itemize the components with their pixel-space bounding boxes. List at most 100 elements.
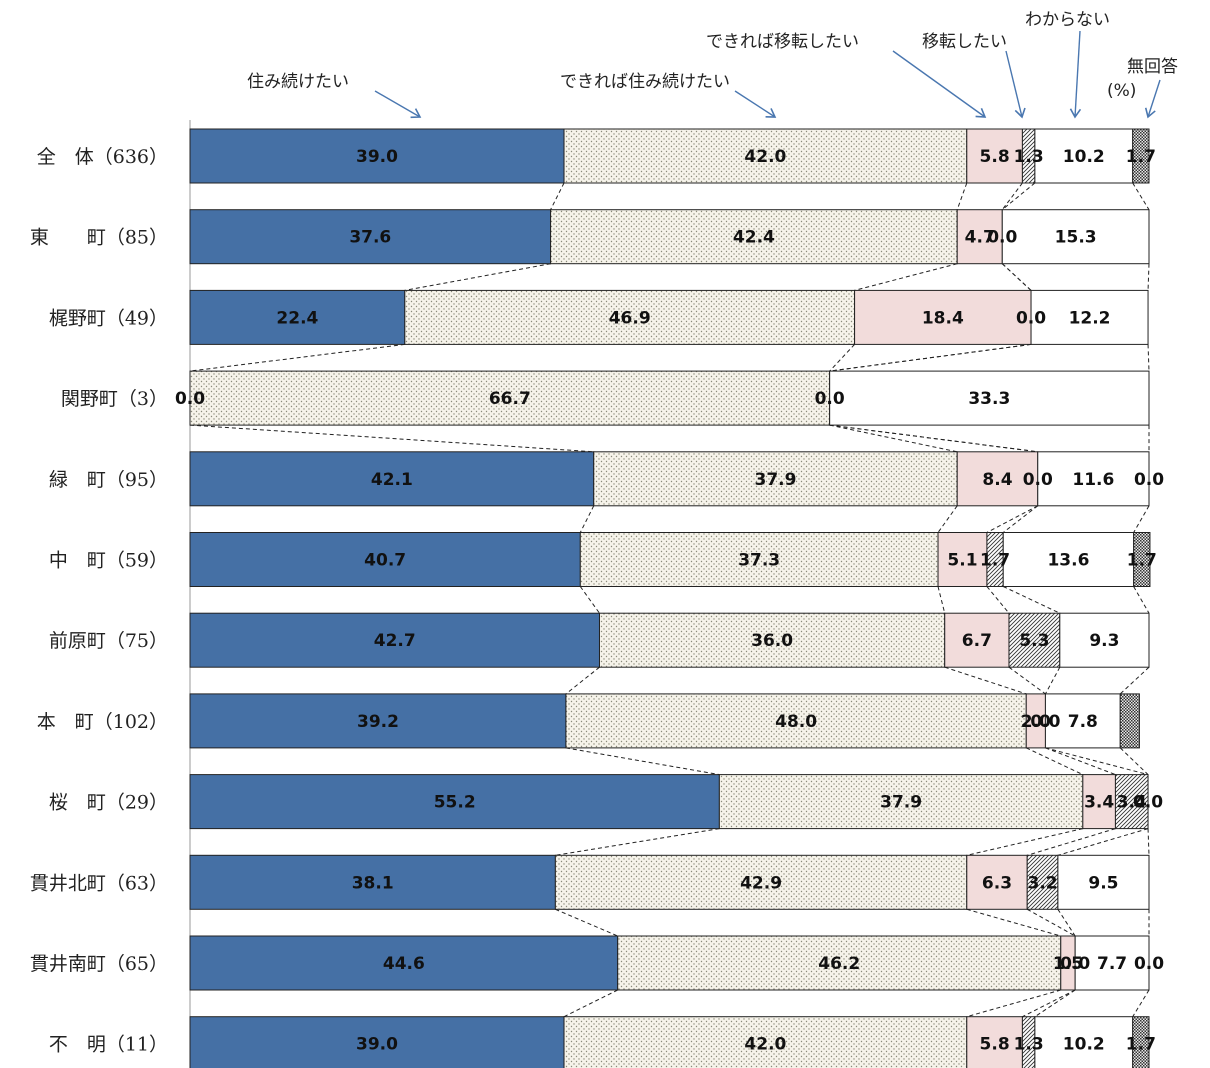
connector-line	[1147, 828, 1150, 856]
data-label-r1-s3: 0.0	[987, 228, 1017, 248]
data-label-r3-s1: 66.7	[489, 389, 531, 409]
bar-segment-r1-s1	[550, 209, 958, 265]
bar-segment-r4-s0	[189, 451, 595, 507]
data-label-r5-s0: 40.7	[364, 551, 406, 571]
bar-segment-r8-s1	[718, 774, 1084, 830]
legend-label-5: 無回答	[1127, 57, 1178, 77]
connector-line	[956, 182, 968, 210]
bar-segment-r0-s5	[1132, 128, 1150, 184]
connector-line	[1132, 989, 1150, 1017]
data-label-r9-s1: 42.9	[740, 873, 782, 893]
bar-segment-r8-s2	[1082, 774, 1116, 830]
bar-segment-r3-s4	[829, 370, 1150, 426]
data-label-r7-s4: 7.8	[1068, 712, 1098, 732]
bar-segment-r2-s1	[404, 289, 856, 345]
connector-line	[1133, 586, 1150, 614]
bar-segment-r7-s4	[1044, 693, 1121, 749]
connector-line	[563, 989, 618, 1018]
data-label-r2-s3: 0.0	[1016, 308, 1046, 328]
bar-segment-r11-s2	[966, 1016, 1023, 1068]
data-label-r11-s3: 1.3	[1014, 1035, 1044, 1055]
connector-line	[555, 828, 720, 856]
category-label: 全 体（636）	[37, 146, 168, 168]
data-label-r0-s5: 1.7	[1126, 147, 1156, 167]
data-label-r2-s2: 18.4	[922, 308, 964, 328]
data-label-r11-s0: 39.0	[356, 1035, 398, 1055]
data-label-r0-s2: 5.8	[980, 147, 1010, 167]
bar-segment-r7-s0	[189, 693, 567, 749]
data-label-r9-s2: 6.3	[982, 873, 1012, 893]
data-labels: 39.0 42.0 5.8 1.3 10.2 1.737.6 42.4 4.70.0 15.32…	[175, 147, 1164, 1055]
connector-line	[1026, 908, 1076, 937]
bar-segment-r8-s0	[189, 774, 720, 830]
category-label: 桜 町（29）	[49, 792, 168, 814]
data-label-r0-s3: 1.3	[1014, 147, 1044, 167]
data-label-r6-s3: 5.3	[1019, 631, 1049, 651]
category-label: 前原町（75）	[49, 630, 168, 652]
bar-segment-r9-s1	[554, 854, 968, 910]
data-label-r6-s2: 6.7	[962, 631, 992, 651]
connector-line	[565, 747, 720, 776]
data-label-r6-s0: 42.7	[374, 631, 416, 651]
connector-line	[829, 424, 1038, 453]
data-label-r10-s2: 1.5	[1053, 954, 1083, 974]
data-label-r8-s3: 3.4	[1117, 793, 1147, 813]
connector-line	[579, 586, 600, 614]
legend-label-2: できれば移転したい	[706, 32, 859, 52]
data-label-r9-s4: 9.5	[1088, 873, 1118, 893]
bar-segment-r7-s1	[565, 693, 1027, 749]
bar-segment-r9-s0	[189, 854, 556, 910]
bar-segment-r9-s3	[1026, 854, 1059, 910]
connector-line	[1132, 182, 1150, 210]
data-label-r5-s5: 1.7	[1127, 551, 1157, 571]
connector-line	[189, 343, 405, 372]
bar-segment-r1-s2	[956, 209, 1003, 265]
bar-segment-r11-s5	[1132, 1016, 1150, 1068]
category-label: 関野町（3）	[61, 388, 168, 410]
connector-line	[189, 424, 594, 453]
connector-line	[1027, 828, 1116, 856]
connector-line	[1133, 505, 1150, 533]
connector-line	[986, 586, 1010, 614]
data-label-r5-s2: 5.1	[947, 551, 977, 571]
data-label-r7-s3: 0.0	[1030, 712, 1060, 732]
connector-line	[1147, 344, 1150, 372]
connector-line	[565, 666, 600, 695]
data-label-r3-s2: 0.0	[815, 389, 845, 409]
bar-segment-r8-s3	[1114, 774, 1149, 830]
data-label-r2-s4: 12.2	[1069, 308, 1111, 328]
data-label-r8-s1: 37.9	[880, 793, 922, 813]
connector-line	[555, 908, 618, 937]
bar-segment-r1-s4	[1001, 209, 1150, 265]
bar-segment-r6-s3	[1008, 612, 1061, 668]
bar-segment-r10-s0	[189, 935, 619, 991]
connector-line	[1034, 989, 1076, 1018]
unit-label: (%)	[1107, 81, 1136, 101]
data-label-r10-s5: 0.0	[1134, 954, 1164, 974]
data-label-r11-s2: 5.8	[980, 1035, 1010, 1055]
data-label-r0-s0: 39.0	[356, 147, 398, 167]
data-label-r1-s4: 15.3	[1055, 228, 1097, 248]
bar-segment-r5-s1	[579, 532, 939, 587]
connector-line	[1008, 666, 1046, 695]
bar-segment-r3-s1	[189, 370, 831, 426]
legend-arrow-1	[734, 90, 777, 118]
legend-label-1: できれば住み続けたい	[560, 72, 730, 92]
data-label-r4-s2: 8.4	[982, 470, 1012, 490]
category-label: 緑 町（95）	[49, 469, 168, 491]
connector-line	[854, 263, 958, 291]
data-label-r4-s4: 11.6	[1072, 470, 1114, 490]
connector-line	[937, 586, 946, 614]
legend-label-3: 移転したい	[922, 32, 1007, 52]
data-label-r6-s4: 9.3	[1089, 631, 1119, 651]
bar-segment-r2-s0	[189, 289, 406, 345]
data-label-r2-s1: 46.9	[609, 308, 651, 328]
data-label-r8-s0: 55.2	[434, 793, 476, 813]
connector-line	[1001, 263, 1032, 291]
data-label-r6-s1: 36.0	[751, 631, 793, 651]
connector-line	[944, 666, 1027, 695]
data-label-r8-s5: 0.0	[1133, 793, 1163, 813]
data-label-r5-s4: 13.6	[1047, 551, 1089, 571]
connector-line	[829, 344, 855, 372]
